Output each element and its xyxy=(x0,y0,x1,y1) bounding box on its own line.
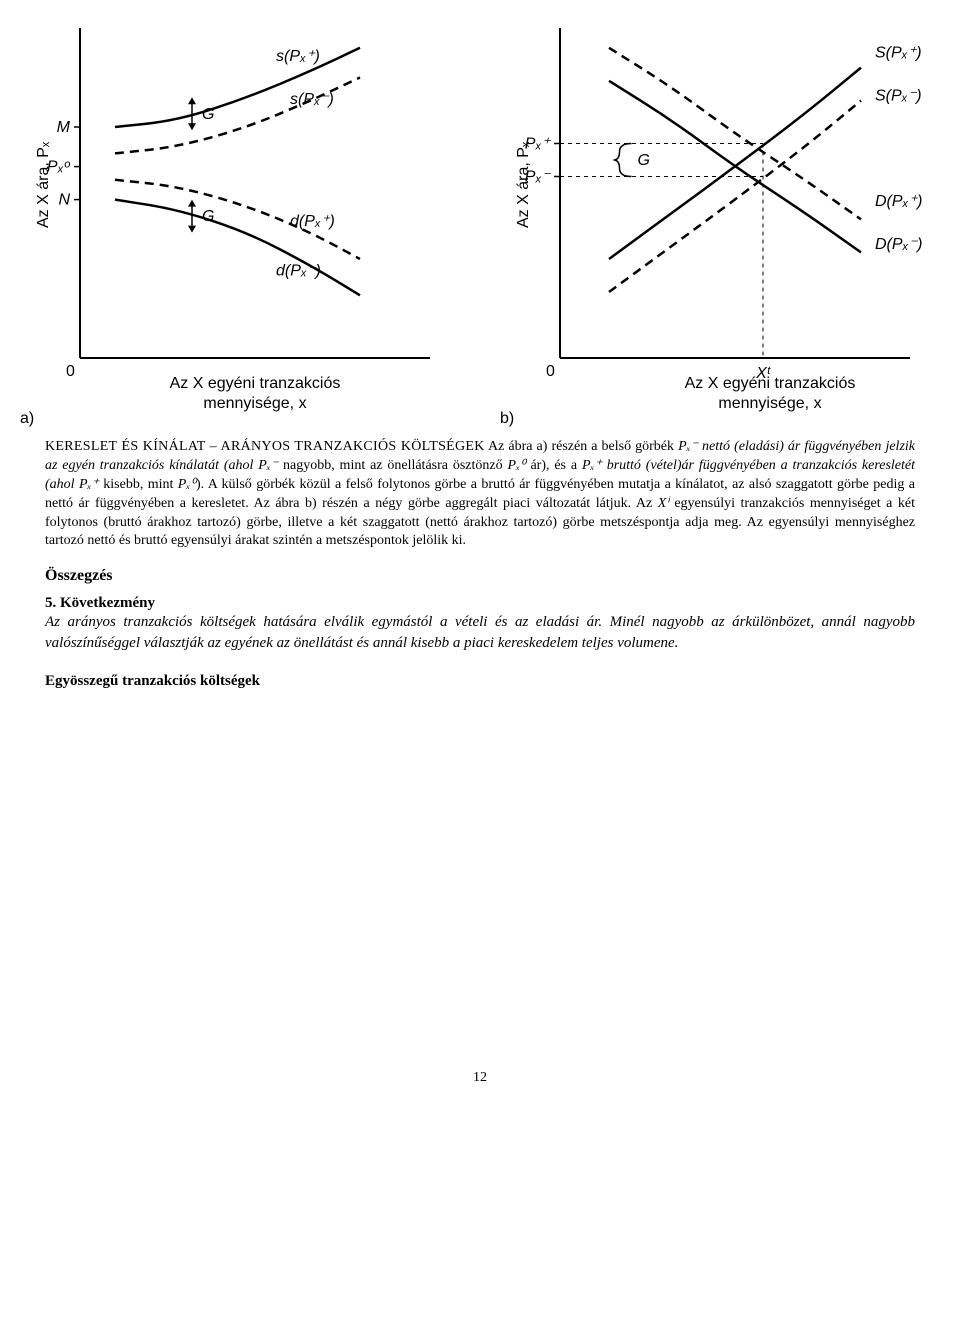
gap-label: G xyxy=(202,208,214,225)
panel-a-origin: 0 xyxy=(66,363,75,380)
panel-a-svg: Az X ára, Pₓ 0 M Pₓᵒ N s(Pₓ⁺) s(Pₓ⁻) d(Pₓ⁺) d… xyxy=(20,8,460,428)
caption-b3: nagyobb, mint az önellátásra ösztönző xyxy=(278,458,507,473)
panel-a: Az X ára, Pₓ 0 M Pₓᵒ N s(Pₓ⁺) s(Pₓ⁻) d(Pₓ⁺) d… xyxy=(20,8,460,428)
ytick-label: N xyxy=(58,192,70,209)
axis-title-line: Az X egyéni tranzakciós xyxy=(685,375,856,392)
ytick-label: Pₓ⁺ xyxy=(525,136,552,153)
gap-label: G xyxy=(202,106,214,123)
curve-D-plus xyxy=(609,48,861,220)
summary-heading: Összegzés xyxy=(0,551,960,585)
caption-title: KERESLET ÉS KÍNÁLAT – ARÁNYOS TRANZAKCIÓ… xyxy=(45,439,485,454)
curve-label-D-plus: D(Pₓ⁺) xyxy=(875,193,922,210)
caption-b4: ár), és a xyxy=(526,458,582,473)
caption-pxm-2: Pₓ⁻ xyxy=(258,458,278,473)
panel-b: Az X ára, Pₓ 0 Pₓ⁺Pₓ⁻ G S(Pₓ⁺)S(Pₓ⁻)D(Pₓ… xyxy=(500,8,940,428)
caption-xi: Xⁱ xyxy=(658,496,669,511)
axis-title-line: mennyisége, x xyxy=(718,395,821,412)
curve-label-d-minus: d(Pₓ⁻) xyxy=(276,263,321,280)
panel-a-x-title: Az X egyéni tranzakciós mennyisége, x xyxy=(170,375,341,412)
ytick-label: Pₓ⁻ xyxy=(525,169,552,186)
gap-label: G xyxy=(638,152,650,169)
panel-b-curves: S(Pₓ⁺) S(Pₓ⁻) D(Pₓ⁺) D(Pₓ⁻) xyxy=(609,45,922,292)
caption-pxp-2: Pₓ⁺ xyxy=(79,477,99,492)
caption-b6: kisebb, mint xyxy=(99,477,178,492)
gap-arrow-head-down xyxy=(188,226,196,233)
page-number: 12 xyxy=(0,690,960,1086)
panel-a-curves: s(Pₓ⁺) s(Pₓ⁻) d(Pₓ⁺) d(Pₓ⁻) xyxy=(115,48,360,295)
gap-arrow-head-up xyxy=(188,97,196,104)
curve-label-d-plus: d(Pₓ⁺) xyxy=(290,213,335,230)
gap-arrow-head-down xyxy=(188,123,196,130)
corollary-number: 5. Következmény xyxy=(0,585,960,612)
curve-label-s-minus: s(Pₓ⁻) xyxy=(290,91,334,108)
panel-b-label: b) xyxy=(500,410,514,428)
curve-label-s-plus: s(Pₓ⁺) xyxy=(276,48,320,65)
lump-sum-heading: Egyösszegű tranzakciós költségek xyxy=(0,653,960,690)
panel-b-x-title: Az X egyéni tranzakciós mennyisége, x xyxy=(685,375,856,412)
ytick-label: M xyxy=(57,119,71,136)
ytick-label: Pₓᵒ xyxy=(47,159,71,176)
panel-b-origin: 0 xyxy=(546,363,555,380)
panel-b-svg: Az X ára, Pₓ 0 Pₓ⁺Pₓ⁻ G S(Pₓ⁺)S(Pₓ⁻)D(Pₓ… xyxy=(500,8,940,428)
caption-pxm-1: Pₓ⁻ xyxy=(678,439,698,454)
caption-b1: Az ábra a) részén a belső görbék xyxy=(485,439,678,454)
gap-brace xyxy=(614,144,632,177)
panel-a-label: a) xyxy=(20,410,34,428)
curve-s-minus xyxy=(115,78,360,154)
curve-label-S-plus: S(Pₓ⁺) xyxy=(875,45,922,62)
corollary-body: Az arányos tranzakciós költségek hatásár… xyxy=(0,612,960,653)
axis-title-line: mennyisége, x xyxy=(203,395,306,412)
panel-a-y-title: Az X ára, Pₓ xyxy=(35,141,52,228)
figure-caption: KERESLET ÉS KÍNÁLAT – ARÁNYOS TRANZAKCIÓ… xyxy=(0,428,960,551)
caption-px0-2: Pₓ⁰ xyxy=(178,477,196,492)
axis-title-line: Az X egyéni tranzakciós xyxy=(170,375,341,392)
figure-row: Az X ára, Pₓ 0 M Pₓᵒ N s(Pₓ⁺) s(Pₓ⁻) d(Pₓ⁺) d… xyxy=(0,0,960,428)
curve-label-D-minus: D(Pₓ⁻) xyxy=(875,236,922,253)
curve-s-plus xyxy=(115,48,360,127)
curve-label-S-minus: S(Pₓ⁻) xyxy=(875,88,922,105)
panel-a-gaps: GG xyxy=(188,97,214,232)
caption-px0-1: Pₓ⁰ xyxy=(507,458,525,473)
panel-b-gap: G xyxy=(614,144,650,177)
caption-pxp-1: Pₓ⁺ xyxy=(582,458,602,473)
panel-b-guides xyxy=(560,144,763,359)
curve-S-minus xyxy=(609,101,861,292)
gap-arrow-head-up xyxy=(188,200,196,207)
